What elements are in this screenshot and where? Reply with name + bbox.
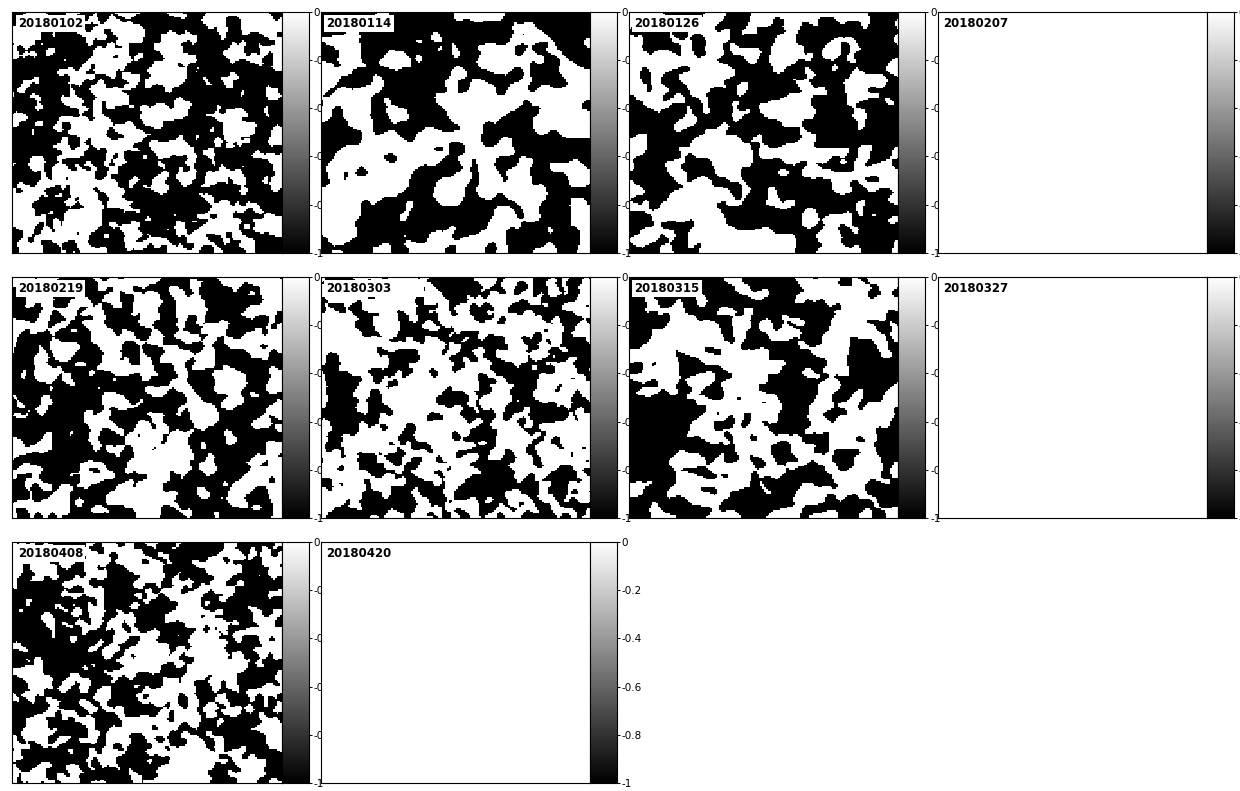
Text: 20180420: 20180420	[326, 547, 392, 560]
Text: 20180207: 20180207	[942, 17, 1008, 30]
Text: 20180303: 20180303	[326, 282, 392, 295]
Text: 20180114: 20180114	[326, 17, 392, 30]
Text: 20180408: 20180408	[17, 547, 83, 560]
Text: 20180315: 20180315	[635, 282, 699, 295]
Text: 20180126: 20180126	[635, 17, 699, 30]
Text: 20180219: 20180219	[17, 282, 83, 295]
Text: 20180102: 20180102	[17, 17, 83, 30]
Text: 20180327: 20180327	[942, 282, 1008, 295]
